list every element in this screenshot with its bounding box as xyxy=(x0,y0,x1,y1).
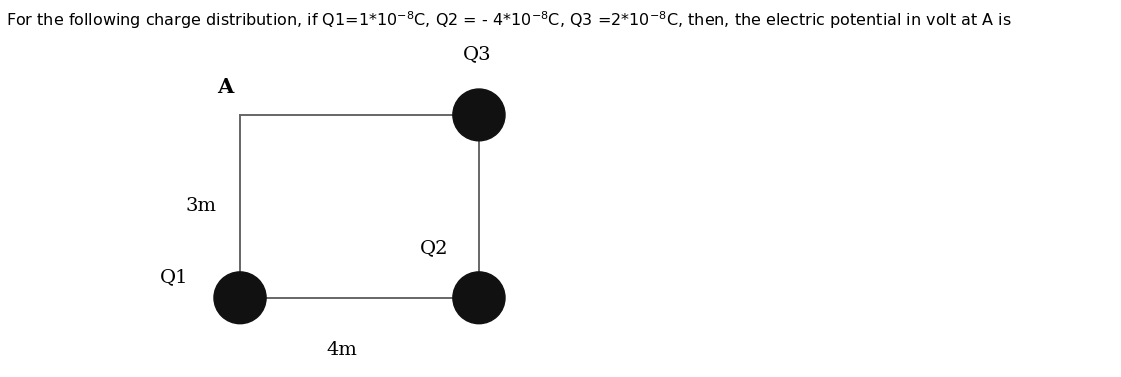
Text: For the following charge distribution, if Q1=1*10$^{-8}$C, Q2 = - 4*10$^{-8}$C, : For the following charge distribution, i… xyxy=(6,9,1011,31)
Text: A: A xyxy=(216,78,233,98)
Text: 4m: 4m xyxy=(326,341,358,359)
Text: Q1: Q1 xyxy=(159,268,188,287)
Text: Q2: Q2 xyxy=(420,239,448,257)
Text: 3m: 3m xyxy=(185,197,216,215)
Ellipse shape xyxy=(214,272,266,324)
Ellipse shape xyxy=(453,272,504,324)
Ellipse shape xyxy=(453,89,504,141)
Text: Q3: Q3 xyxy=(463,45,491,63)
